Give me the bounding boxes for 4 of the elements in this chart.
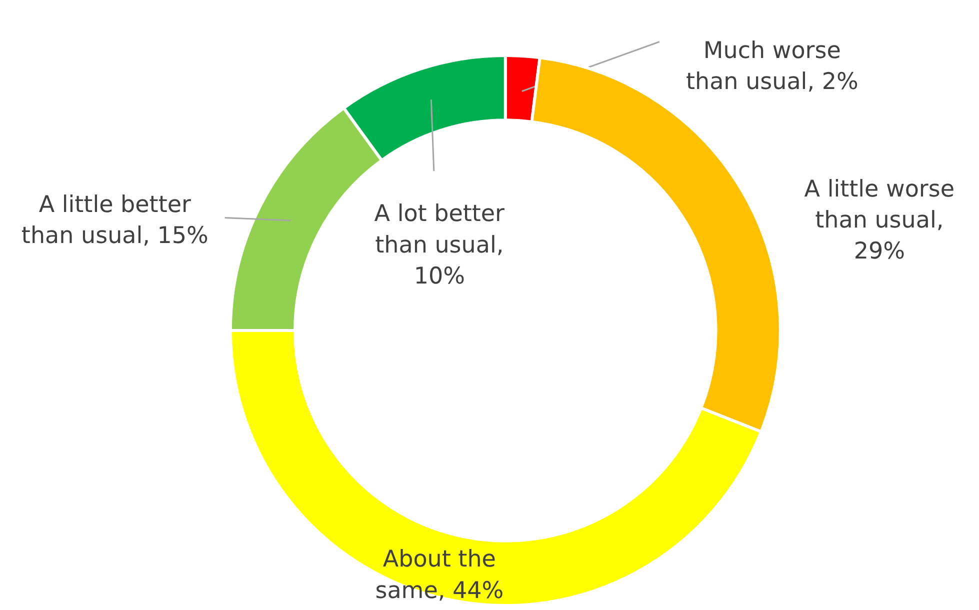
slice-label: A little worse than usual, 29% (804, 176, 954, 265)
slice-label: A little better than usual, 15% (21, 192, 208, 250)
slice-label: Much worse than usual, 2% (686, 38, 858, 96)
slice-label: A lot better than usual, 10% (374, 201, 506, 290)
